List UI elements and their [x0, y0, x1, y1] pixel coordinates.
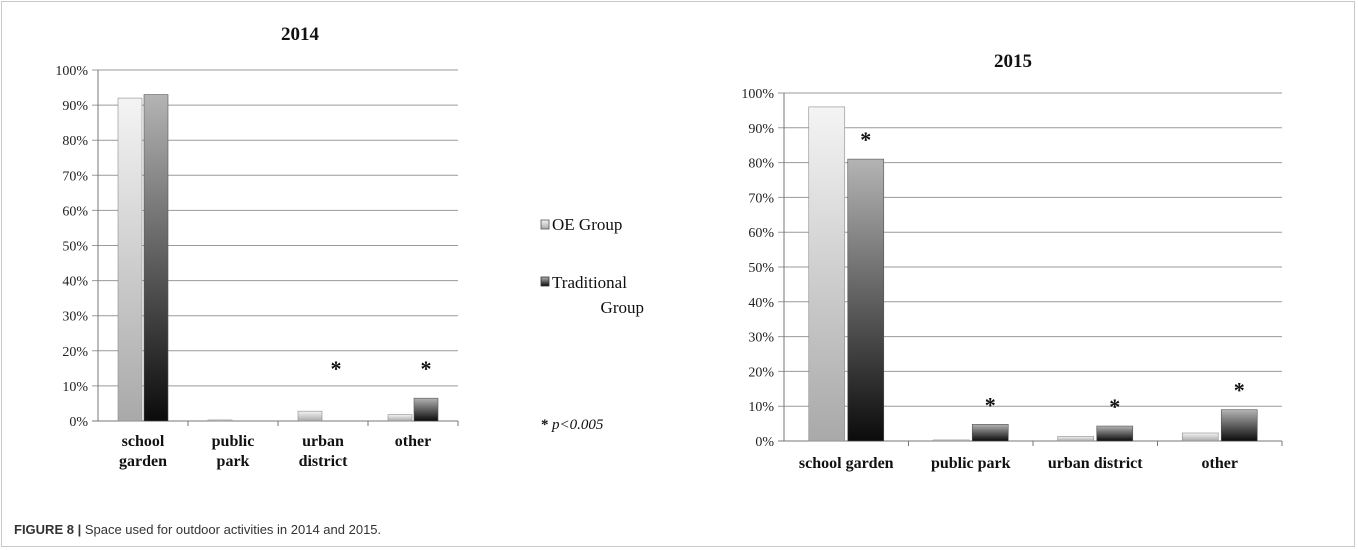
- figure-caption-text: Space used for outdoor activities in 201…: [85, 522, 381, 537]
- y-tick-label-2014-5: 50%: [62, 240, 88, 255]
- y-tick-label-2015-8: 80%: [748, 157, 774, 172]
- y-tick-label-2015-10: 100%: [741, 87, 774, 102]
- significance-markers-2014: * *: [331, 356, 432, 381]
- legend: OE Group Traditional Group * p<0.005: [541, 215, 644, 433]
- y-tick-label-2015-6: 60%: [748, 226, 774, 241]
- legend-label-oe: OE Group: [552, 215, 622, 234]
- bars-2015: [809, 107, 1258, 441]
- y-tick-label-2015-9: 90%: [748, 122, 774, 137]
- y-tick-label-2015-1: 10%: [748, 400, 774, 415]
- x-category-label-2015-2-0: urban district: [1048, 455, 1143, 472]
- y-tick-label-2014-3: 30%: [62, 310, 88, 325]
- x-category-label-2014-0-0: school: [122, 433, 165, 450]
- chart-2014: 2014 0% 10% 20% 30% 40% 50% 60% 70% 80% 90% 100% s…: [55, 24, 458, 470]
- x-axis-ticks-2014: school garden public park urban district other: [119, 433, 431, 470]
- significance-markers-2015: * * * *: [860, 127, 1245, 419]
- significance-star-2014-3: *: [421, 356, 432, 381]
- y-axis-ticks-2014: 0% 10% 20% 30% 40% 50% 60% 70% 80% 90% 100%: [55, 64, 88, 430]
- significance-star-2014-2: *: [331, 356, 342, 381]
- legend-label-traditional-line1: Traditional: [552, 273, 627, 292]
- bar-2015-traditional-2: [1097, 426, 1133, 441]
- significance-note-text: p<0.005: [551, 417, 604, 433]
- x-category-label-2014-2-0: urban: [302, 433, 344, 450]
- x-axis-ticks-2015: school garden public park urban district ot…: [799, 455, 1238, 472]
- bar-2015-oe-3: [1182, 433, 1218, 441]
- x-category-label-2014-2-1: district: [299, 453, 349, 470]
- x-category-label-2014-1-0: public: [212, 433, 255, 450]
- x-category-label-2015-0-0: school garden: [799, 455, 894, 472]
- bar-2015-oe-1: [933, 440, 969, 441]
- significance-note-star: *: [541, 417, 549, 433]
- y-tick-label-2014-7: 70%: [62, 169, 88, 184]
- y-tick-label-2014-6: 60%: [62, 204, 88, 219]
- bar-2014-oe-2: [298, 411, 322, 421]
- bars-2014: [118, 95, 438, 421]
- chart-title-2015: 2015: [994, 51, 1032, 72]
- y-tick-label-2014-8: 80%: [62, 134, 88, 149]
- bar-2015-traditional-3: [1221, 410, 1257, 441]
- bar-2015-traditional-1: [972, 424, 1008, 441]
- x-category-label-2014-0-1: garden: [119, 453, 167, 470]
- y-tick-label-2015-3: 30%: [748, 331, 774, 346]
- significance-star-2015-2: *: [1109, 394, 1120, 419]
- y-tick-label-2014-2: 20%: [62, 345, 88, 360]
- y-tick-label-2015-2: 20%: [748, 365, 774, 380]
- y-tick-label-2014-9: 90%: [62, 99, 88, 114]
- significance-star-2015-0: *: [860, 127, 871, 152]
- x-category-label-2015-3-0: other: [1202, 455, 1238, 472]
- y-axis-ticks-2015: 0% 10% 20% 30% 40% 50% 60% 70% 80% 90% 100%: [741, 87, 774, 450]
- chart-2015: 2015 0% 10% 20% 30% 40% 50% 60% 70% 80% 90% 100% s…: [741, 51, 1282, 472]
- bar-2014-oe-3: [388, 415, 412, 421]
- y-tick-label-2014-0: 0%: [69, 415, 88, 430]
- y-tick-label-2015-7: 70%: [748, 191, 774, 206]
- legend-swatch-traditional: [541, 277, 549, 286]
- chart-title-2014: 2014: [281, 24, 320, 45]
- y-tick-label-2015-4: 40%: [748, 296, 774, 311]
- figure-caption: FIGURE 8 | Space used for outdoor activi…: [14, 522, 381, 537]
- bar-2014-traditional-3: [414, 398, 438, 421]
- bar-2014-traditional-0: [144, 95, 168, 421]
- bar-2015-oe-0: [809, 107, 845, 441]
- x-category-label-2014-1-1: park: [217, 453, 250, 470]
- figure-caption-label: FIGURE 8 |: [14, 522, 81, 537]
- significance-star-2015-1: *: [985, 392, 996, 417]
- y-tick-label-2014-4: 40%: [62, 275, 88, 290]
- bar-2014-oe-0: [118, 98, 142, 421]
- y-tick-label-2015-5: 50%: [748, 261, 774, 276]
- y-tick-label-2014-1: 10%: [62, 380, 88, 395]
- legend-swatch-oe: [541, 220, 549, 229]
- x-category-label-2015-1-0: public park: [931, 455, 1011, 472]
- bar-2015-oe-2: [1058, 436, 1094, 441]
- significance-star-2015-3: *: [1234, 378, 1245, 403]
- y-tick-label-2014-10: 100%: [55, 64, 88, 79]
- y-tick-label-2015-0: 0%: [755, 435, 774, 450]
- x-category-label-2014-3-0: other: [395, 433, 431, 450]
- legend-label-traditional-line2: Group: [601, 298, 644, 317]
- bar-2015-traditional-0: [848, 159, 884, 441]
- bar-2014-oe-1: [208, 420, 232, 421]
